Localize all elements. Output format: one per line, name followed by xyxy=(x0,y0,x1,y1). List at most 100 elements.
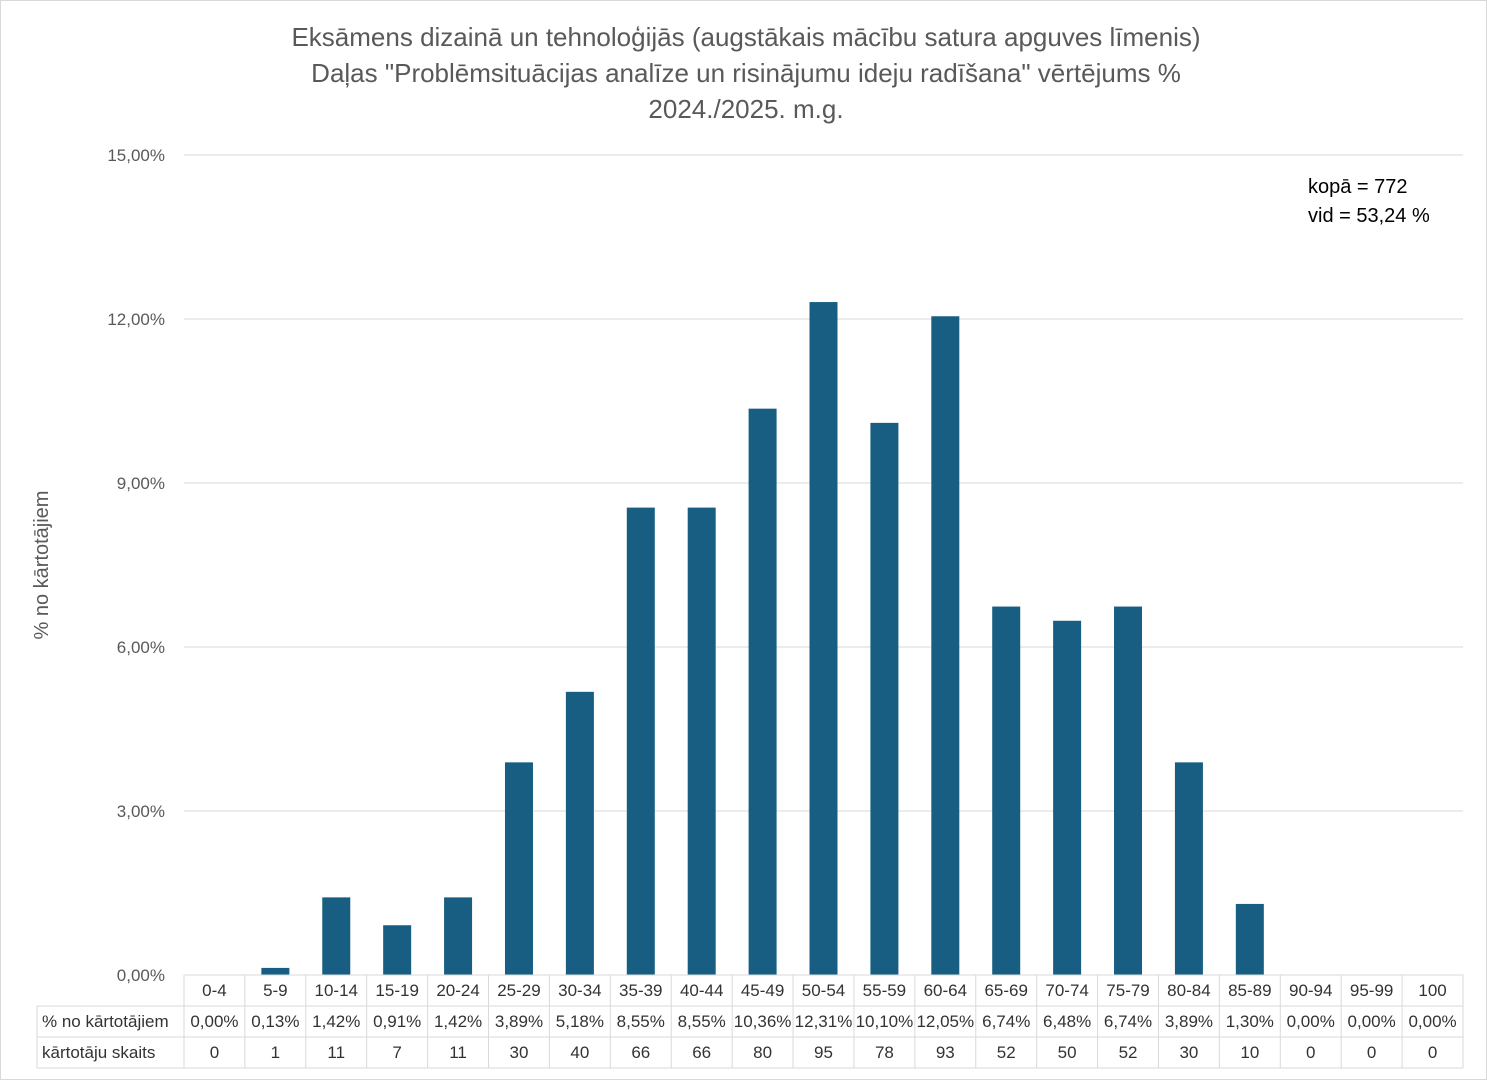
count-label: 11 xyxy=(449,1043,467,1062)
y-tick-label: 9,00% xyxy=(117,474,165,493)
data-label: 3,89% xyxy=(1165,1012,1213,1031)
x-tick-label: 40-44 xyxy=(680,981,723,1000)
count-label: 1 xyxy=(271,1043,280,1062)
bar xyxy=(748,408,777,975)
x-tick-label: 15-19 xyxy=(375,981,418,1000)
x-tick-label: 100 xyxy=(1418,981,1446,1000)
data-label: 0,00% xyxy=(1408,1012,1456,1031)
chart-title-line-3: 2024./2025. m.g. xyxy=(648,94,843,124)
x-tick-label: 80-84 xyxy=(1167,981,1210,1000)
x-tick-label: 20-24 xyxy=(436,981,479,1000)
count-label: 50 xyxy=(1058,1043,1077,1062)
data-label: 6,74% xyxy=(982,1012,1030,1031)
x-tick-label: 5-9 xyxy=(263,981,288,1000)
chart-title-line-2: Daļas "Problēmsituācijas analīze un risi… xyxy=(311,58,1181,88)
data-label: 6,74% xyxy=(1104,1012,1152,1031)
x-tick-label: 70-74 xyxy=(1045,981,1088,1000)
data-label: 0,91% xyxy=(373,1012,421,1031)
bar xyxy=(565,691,594,975)
count-label: 93 xyxy=(936,1043,955,1062)
count-label: 52 xyxy=(1119,1043,1138,1062)
data-table: % no kārtotājiem kārtotāju skaits 0-4 0,0… xyxy=(36,974,1464,1069)
bar xyxy=(931,316,960,975)
bar xyxy=(261,967,290,975)
data-label: 10,10% xyxy=(856,1012,914,1031)
x-tick-label: 30-34 xyxy=(558,981,601,1000)
bar xyxy=(626,507,655,975)
count-label: 0 xyxy=(1367,1043,1376,1062)
data-label: 0,00% xyxy=(1287,1012,1335,1031)
x-tick-label: 10-14 xyxy=(315,981,358,1000)
chart-title-line-1: Eksāmens dizainā un tehnoloģijās (augstā… xyxy=(291,22,1200,52)
x-tick-label: 35-39 xyxy=(619,981,662,1000)
count-label: 66 xyxy=(631,1043,650,1062)
x-tick-label: 90-94 xyxy=(1289,981,1332,1000)
data-label: 12,05% xyxy=(916,1012,974,1031)
count-label: 0 xyxy=(1428,1043,1437,1062)
count-label: 30 xyxy=(510,1043,529,1062)
count-label: 10 xyxy=(1240,1043,1259,1062)
data-label: 0,00% xyxy=(190,1012,238,1031)
data-label: 8,55% xyxy=(617,1012,665,1031)
data-label: 10,36% xyxy=(734,1012,792,1031)
annotation-average: vid = 53,24 % xyxy=(1308,205,1430,227)
count-label: 11 xyxy=(327,1043,345,1062)
bar xyxy=(1053,620,1082,975)
bars xyxy=(261,302,1264,975)
count-label: 7 xyxy=(392,1043,401,1062)
x-tick-label: 50-54 xyxy=(802,981,845,1000)
data-label: 5,18% xyxy=(556,1012,604,1031)
data-label: 6,48% xyxy=(1043,1012,1091,1031)
data-label: 3,89% xyxy=(495,1012,543,1031)
count-label: 95 xyxy=(814,1043,833,1062)
count-label: 78 xyxy=(875,1043,894,1062)
count-label: 40 xyxy=(570,1043,589,1062)
count-label: 80 xyxy=(753,1043,772,1062)
count-label: 0 xyxy=(210,1043,219,1062)
bar xyxy=(1174,762,1203,975)
data-label: 0,13% xyxy=(251,1012,299,1031)
y-tick-label: 12,00% xyxy=(107,310,165,329)
count-label: 52 xyxy=(997,1043,1016,1062)
bar xyxy=(870,422,899,975)
count-label: 30 xyxy=(1179,1043,1198,1062)
bar xyxy=(809,302,838,975)
bar xyxy=(383,925,412,975)
table-row-label-count: kārtotāju skaits xyxy=(42,1043,155,1062)
y-tick-label: 3,00% xyxy=(117,802,165,821)
bar xyxy=(504,762,533,975)
y-axis-label: % no kārtotājiem xyxy=(31,491,53,640)
x-tick-label: 75-79 xyxy=(1106,981,1149,1000)
data-label: 12,31% xyxy=(795,1012,853,1031)
x-tick-label: 0-4 xyxy=(202,981,227,1000)
annotation-total: kopā = 772 xyxy=(1308,176,1408,198)
x-tick-label: 25-29 xyxy=(497,981,540,1000)
y-tick-label: 15,00% xyxy=(107,146,165,165)
bar xyxy=(322,897,351,975)
x-tick-label: 45-49 xyxy=(741,981,784,1000)
x-tick-label: 65-69 xyxy=(984,981,1027,1000)
data-label: 8,55% xyxy=(678,1012,726,1031)
x-tick-label: 85-89 xyxy=(1228,981,1271,1000)
bar xyxy=(1114,606,1143,975)
bar xyxy=(992,606,1021,975)
y-axis-ticks: 0,00% 3,00% 6,00% 9,00% 12,00% 15,00% xyxy=(107,146,165,985)
bar xyxy=(687,507,716,975)
count-label: 66 xyxy=(692,1043,711,1062)
x-tick-label: 60-64 xyxy=(924,981,967,1000)
y-tick-label: 0,00% xyxy=(117,966,165,985)
count-label: 0 xyxy=(1306,1043,1315,1062)
bar xyxy=(444,897,473,975)
x-tick-label: 95-99 xyxy=(1350,981,1393,1000)
y-tick-label: 6,00% xyxy=(117,638,165,657)
table-row-label-percent: % no kārtotājiem xyxy=(42,1012,169,1031)
bar xyxy=(1235,903,1264,975)
x-tick-label: 55-59 xyxy=(863,981,906,1000)
data-label: 1,42% xyxy=(312,1012,360,1031)
data-label: 1,30% xyxy=(1226,1012,1274,1031)
data-label: 0,00% xyxy=(1348,1012,1396,1031)
data-label: 1,42% xyxy=(434,1012,482,1031)
